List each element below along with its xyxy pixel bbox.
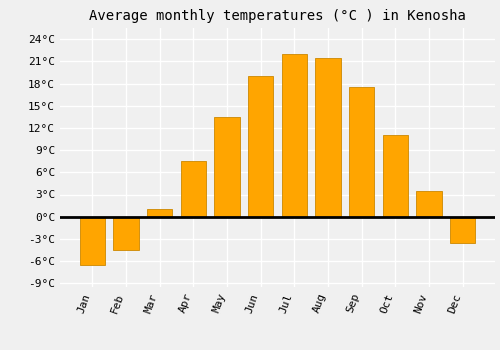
Bar [114, 217, 138, 250]
Bar [316, 58, 340, 217]
Bar [349, 87, 374, 217]
Bar [180, 161, 206, 217]
Bar [248, 76, 274, 217]
Bar [80, 217, 105, 265]
Bar [416, 191, 442, 217]
Bar [282, 54, 307, 217]
Bar [450, 217, 475, 243]
Bar [214, 117, 240, 217]
Bar [382, 135, 408, 217]
Bar [147, 209, 172, 217]
Title: Average monthly temperatures (°C ) in Kenosha: Average monthly temperatures (°C ) in Ke… [89, 9, 466, 23]
